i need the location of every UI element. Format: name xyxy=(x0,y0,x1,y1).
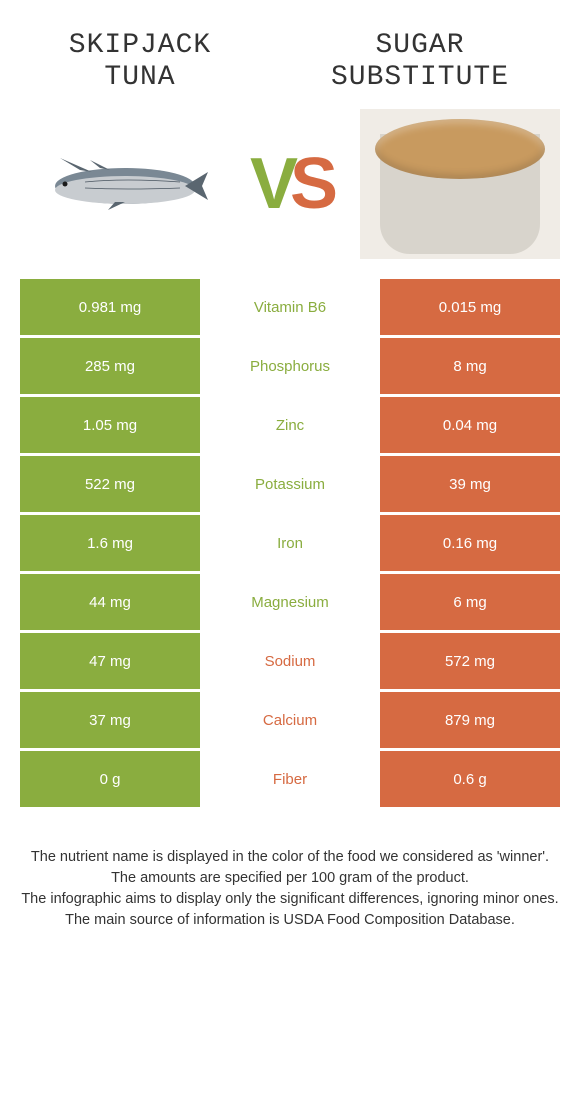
table-row: 37 mgCalcium879 mg xyxy=(20,692,560,748)
footer-line: The nutrient name is displayed in the co… xyxy=(15,847,565,868)
right-value: 0.015 mg xyxy=(380,279,560,335)
left-value: 47 mg xyxy=(20,633,200,689)
left-value: 44 mg xyxy=(20,574,200,630)
vs-label: V S xyxy=(250,143,330,225)
footer-notes: The nutrient name is displayed in the co… xyxy=(0,847,580,931)
header: Skipjack tuna Sugar substitute xyxy=(0,0,580,109)
nutrient-label: Fiber xyxy=(200,751,380,807)
nutrient-label: Phosphorus xyxy=(200,338,380,394)
left-food-title: Skipjack tuna xyxy=(40,30,240,94)
table-row: 47 mgSodium572 mg xyxy=(20,633,560,689)
table-row: 1.6 mgIron0.16 mg xyxy=(20,515,560,571)
images-row: V S xyxy=(0,109,580,279)
right-value: 39 mg xyxy=(380,456,560,512)
left-value: 0 g xyxy=(20,751,200,807)
nutrient-label: Iron xyxy=(200,515,380,571)
table-row: 0 gFiber0.6 g xyxy=(20,751,560,807)
table-row: 522 mgPotassium39 mg xyxy=(20,456,560,512)
tuna-icon xyxy=(30,154,210,214)
left-value: 522 mg xyxy=(20,456,200,512)
table-row: 285 mgPhosphorus8 mg xyxy=(20,338,560,394)
nutrient-label: Vitamin B6 xyxy=(200,279,380,335)
table-row: 0.981 mgVitamin B60.015 mg xyxy=(20,279,560,335)
table-row: 44 mgMagnesium6 mg xyxy=(20,574,560,630)
right-value: 0.04 mg xyxy=(380,397,560,453)
right-food-image xyxy=(360,109,560,259)
nutrient-label: Zinc xyxy=(200,397,380,453)
left-food-image xyxy=(20,109,220,259)
nutrient-label: Calcium xyxy=(200,692,380,748)
left-value: 1.6 mg xyxy=(20,515,200,571)
nutrient-label: Potassium xyxy=(200,456,380,512)
right-value: 8 mg xyxy=(380,338,560,394)
vs-s: S xyxy=(290,143,330,225)
left-value: 1.05 mg xyxy=(20,397,200,453)
left-value: 285 mg xyxy=(20,338,200,394)
table-row: 1.05 mgZinc0.04 mg xyxy=(20,397,560,453)
right-value: 6 mg xyxy=(380,574,560,630)
right-value: 0.16 mg xyxy=(380,515,560,571)
footer-line: The amounts are specified per 100 gram o… xyxy=(15,868,565,889)
left-value: 0.981 mg xyxy=(20,279,200,335)
nutrient-label: Sodium xyxy=(200,633,380,689)
footer-line: The main source of information is USDA F… xyxy=(15,910,565,931)
nutrient-label: Magnesium xyxy=(200,574,380,630)
right-value: 572 mg xyxy=(380,633,560,689)
left-value: 37 mg xyxy=(20,692,200,748)
vs-v: V xyxy=(250,143,290,225)
right-food-title: Sugar substitute xyxy=(300,30,540,94)
footer-line: The infographic aims to display only the… xyxy=(15,889,565,910)
right-value: 879 mg xyxy=(380,692,560,748)
sugar-cup-icon xyxy=(360,109,560,259)
nutrient-table: 0.981 mgVitamin B60.015 mg285 mgPhosphor… xyxy=(20,279,560,807)
right-value: 0.6 g xyxy=(380,751,560,807)
